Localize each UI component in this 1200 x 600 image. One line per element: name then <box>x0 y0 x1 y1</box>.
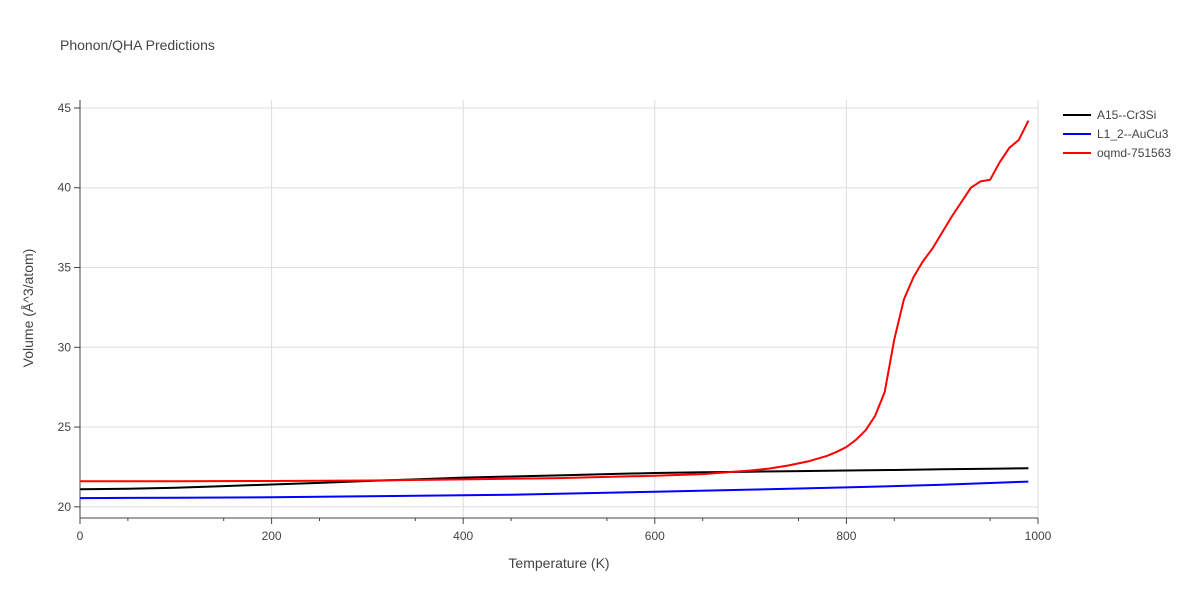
x-tick-labels: 0 200 400 600 800 1000 <box>77 529 1052 543</box>
series-line-3 <box>80 120 1030 483</box>
x-tick-label: 600 <box>645 529 665 543</box>
x-tick-label: 400 <box>453 529 473 543</box>
x-axis-title: Temperature (K) <box>508 555 609 571</box>
legend: A15--Cr3Si L1_2--AuCu3 oqmd-751563 <box>1063 108 1171 160</box>
series-lines <box>79 120 1030 500</box>
grid <box>80 100 1039 518</box>
axes <box>74 100 1039 524</box>
y-tick-labels: 20 25 30 35 40 45 <box>58 101 72 514</box>
chart-title: Phonon/QHA Predictions <box>60 37 215 53</box>
series-line-1 <box>79 467 1029 491</box>
y-tick-label: 20 <box>58 500 72 514</box>
y-tick-label: 30 <box>58 340 72 354</box>
y-tick-label: 40 <box>58 181 72 195</box>
legend-label: oqmd-751563 <box>1097 146 1171 160</box>
legend-label: A15--Cr3Si <box>1097 108 1156 122</box>
y-tick-label: 25 <box>58 420 72 434</box>
y-axis-title: Volume (Å^3/atom) <box>20 249 36 368</box>
legend-label: L1_2--AuCu3 <box>1097 127 1169 141</box>
series-line-2 <box>79 480 1029 500</box>
x-tick-label: 0 <box>77 529 84 543</box>
x-tick-label: 1000 <box>1025 529 1052 543</box>
x-tick-label: 800 <box>836 529 856 543</box>
y-tick-label: 35 <box>58 261 72 275</box>
x-tick-label: 200 <box>262 529 282 543</box>
y-tick-label: 45 <box>58 101 72 115</box>
